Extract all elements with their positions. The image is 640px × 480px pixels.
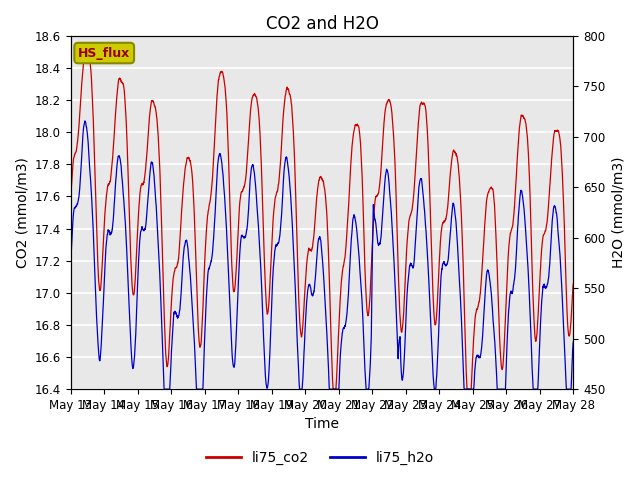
- Text: HS_flux: HS_flux: [78, 47, 131, 60]
- Y-axis label: CO2 (mmol/m3): CO2 (mmol/m3): [15, 157, 29, 268]
- Legend: li75_co2, li75_h2o: li75_co2, li75_h2o: [200, 445, 440, 471]
- Y-axis label: H2O (mmol/m3): H2O (mmol/m3): [611, 157, 625, 268]
- X-axis label: Time: Time: [305, 418, 339, 432]
- Title: CO2 and H2O: CO2 and H2O: [266, 15, 378, 33]
